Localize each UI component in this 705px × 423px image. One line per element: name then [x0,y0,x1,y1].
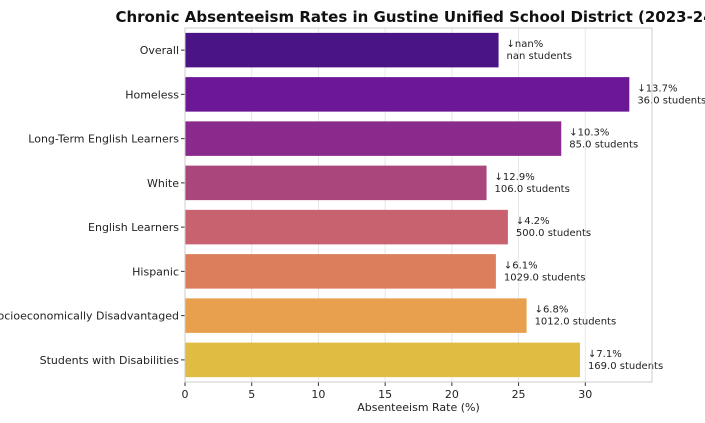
x-axis-label: Absenteeism Rate (%) [357,401,480,414]
change-label: ↓6.8% [535,305,569,316]
change-label: ↓7.1% [588,349,622,360]
plot-frame [184,27,653,383]
x-tick-label: 0 [182,388,189,401]
chart-title: Chronic Absenteeism Rates in Gustine Uni… [115,8,705,26]
x-tick-label: 15 [378,388,392,401]
category-label: Overall [140,44,179,57]
students-label: 1029.0 students [504,272,586,283]
category-label: Hispanic [132,265,179,278]
change-label: ↓6.1% [504,260,538,271]
category-label: English Learners [88,221,179,234]
category-label: Long-Term English Learners [28,133,179,146]
students-label: 36.0 students [637,95,705,106]
change-label: ↓12.9% [495,172,535,183]
students-label: nan students [507,51,572,62]
change-label: ↓10.3% [569,128,609,139]
category-labels: Overall Homeless Long-Term English Learner… [0,44,185,367]
annotation-labels: ↓nan%nan students ↓13.7%36.0 students ↓10.… [495,39,705,372]
students-label: 1012.0 students [535,317,617,328]
x-tick-label: 30 [578,388,592,401]
x-tick-label: 10 [311,388,325,401]
bar [185,77,630,112]
students-label: 106.0 students [495,184,570,195]
bar [185,209,508,245]
category-label: White [147,177,179,190]
category-label: Students with Disabilities [40,354,180,367]
bars-layer [185,32,630,378]
x-tick-label: 5 [248,388,255,401]
change-label: ↓4.2% [516,216,550,227]
bar [185,342,580,378]
x-axis-ticks: 0 5 10 15 20 25 30 [182,382,592,401]
category-label: Homeless [125,88,179,101]
students-label: 500.0 students [516,228,591,239]
bar [185,121,562,156]
students-label: 169.0 students [588,361,663,372]
bar [185,32,499,68]
students-label: 85.0 students [569,140,638,151]
bar [185,298,527,333]
bar [185,254,496,289]
category-label: Socioeconomically Disadvantaged [0,310,179,323]
bar [185,165,487,201]
change-label: ↓13.7% [637,83,677,94]
x-tick-label: 25 [512,388,526,401]
x-tick-label: 20 [445,388,459,401]
change-label: ↓nan% [507,39,544,50]
